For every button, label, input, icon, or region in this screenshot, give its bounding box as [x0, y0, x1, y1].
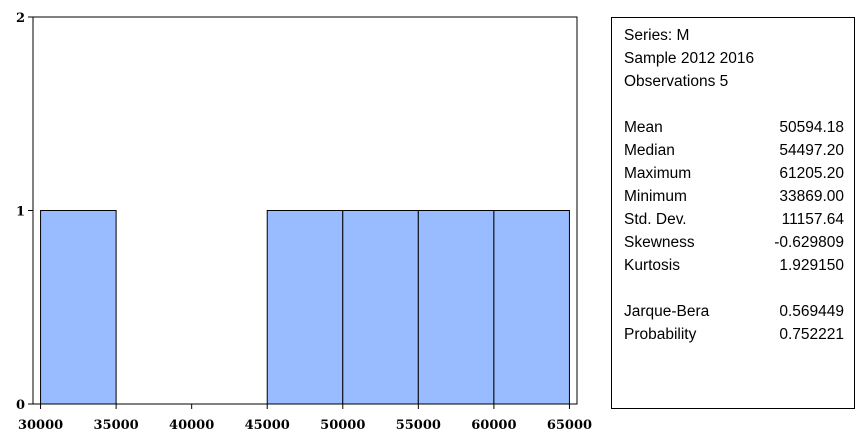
- sample-range: Sample 2012 2016: [624, 50, 755, 67]
- stat-label: Jarque-Bera: [624, 303, 710, 320]
- stat-value: 11157.64: [781, 211, 844, 228]
- stat-row-kurtosis: Kurtosis 1.929150: [624, 254, 854, 277]
- histogram-chart: 0 1 2 30000 35000 40000 45000 50000 55000 60000 65…: [16, 11, 592, 433]
- stat-label: Skewness: [624, 234, 695, 251]
- y-tick-label: 2: [16, 11, 25, 26]
- stat-value: 33869.00: [779, 188, 844, 205]
- stat-label: Probability: [624, 326, 697, 343]
- stat-row-probability: Probability 0.752221: [624, 323, 854, 346]
- stat-label: Kurtosis: [624, 257, 680, 274]
- x-tick-label: 65000: [547, 418, 592, 433]
- stat-label: Std. Dev.: [624, 211, 687, 228]
- histogram-bar: [342, 210, 419, 405]
- x-tick-label: 45000: [245, 418, 290, 433]
- stat-row-mean: Mean 50594.18: [624, 116, 854, 139]
- histogram-bar: [266, 210, 344, 405]
- stat-row-maximum: Maximum 61205.20: [624, 162, 854, 185]
- x-tick-label: 35000: [93, 418, 138, 433]
- spacer: [624, 93, 854, 116]
- stat-row-std-dev: Std. Dev. 11157.64: [624, 208, 854, 231]
- series-name: Series: M: [624, 27, 690, 44]
- stat-label: Minimum: [624, 188, 687, 205]
- x-tick-label: 30000: [18, 418, 63, 433]
- stat-value: 50594.18: [779, 119, 844, 136]
- stat-row-minimum: Minimum 33869.00: [624, 185, 854, 208]
- x-tick-label: 55000: [396, 418, 441, 433]
- stat-value: 0.752221: [779, 326, 844, 343]
- stats-panel: Series: M Sample 2012 2016 Observations …: [611, 17, 855, 409]
- stat-value: 1.929150: [779, 257, 844, 274]
- spacer: [624, 277, 854, 300]
- histogram-bar: [493, 210, 570, 405]
- stat-value: 54497.20: [779, 142, 844, 159]
- y-tick-label: 1: [16, 205, 25, 220]
- observations-count: Observations 5: [624, 73, 729, 90]
- x-tick-label: 40000: [169, 418, 214, 433]
- stat-label: Median: [624, 142, 675, 159]
- histogram-bar: [417, 210, 495, 405]
- y-tick-label: 0: [16, 398, 25, 413]
- x-tick-label: 60000: [471, 418, 516, 433]
- x-tick-label: 50000: [320, 418, 365, 433]
- stat-row-skewness: Skewness -0.629809: [624, 231, 854, 254]
- stat-label: Maximum: [624, 165, 692, 182]
- histogram-bar: [40, 210, 117, 405]
- stat-label: Mean: [624, 119, 663, 136]
- stat-value: 0.569449: [779, 303, 844, 320]
- stat-value: 61205.20: [779, 165, 844, 182]
- stat-value: -0.629809: [774, 234, 844, 251]
- stat-row-median: Median 54497.20: [624, 139, 854, 162]
- stat-row-jarque-bera: Jarque-Bera 0.569449: [624, 300, 854, 323]
